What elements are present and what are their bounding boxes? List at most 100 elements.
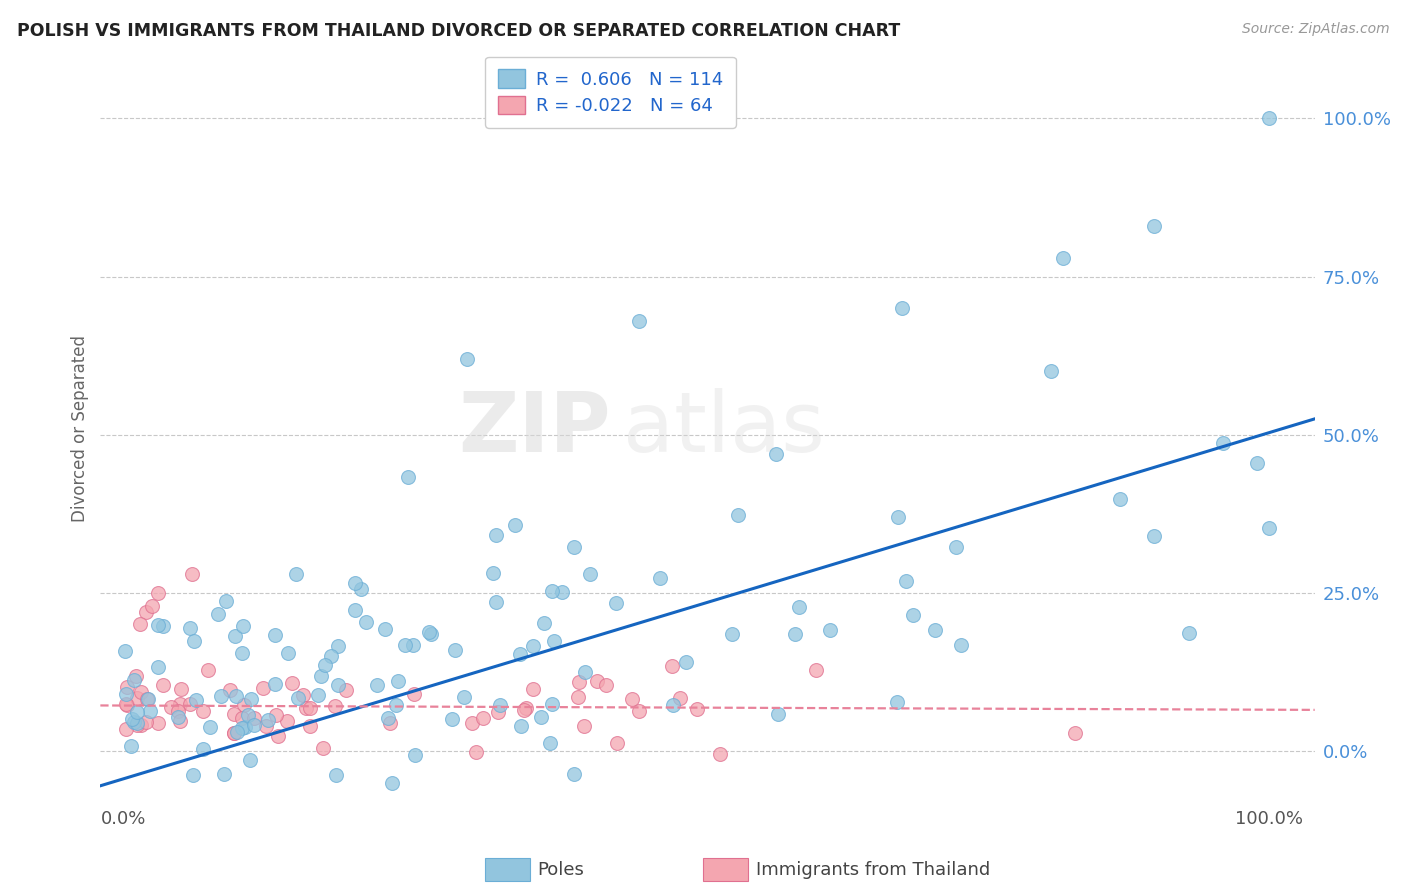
Point bbox=[233, 698, 256, 713]
Point bbox=[325, 768, 347, 782]
Point bbox=[328, 678, 350, 692]
Point bbox=[453, 690, 475, 705]
Point bbox=[472, 711, 495, 725]
Point bbox=[183, 634, 205, 648]
Point bbox=[135, 715, 157, 730]
Point bbox=[1246, 456, 1268, 470]
Point bbox=[225, 689, 247, 703]
Point bbox=[233, 720, 256, 734]
Point bbox=[141, 599, 163, 613]
Point bbox=[267, 729, 290, 743]
Point bbox=[264, 708, 287, 723]
Point bbox=[114, 723, 136, 737]
Point bbox=[198, 720, 221, 734]
Point bbox=[541, 583, 564, 598]
Point bbox=[179, 621, 201, 635]
Point bbox=[627, 704, 650, 718]
Point bbox=[949, 638, 972, 652]
Point bbox=[298, 719, 321, 733]
Point bbox=[129, 617, 152, 632]
Text: ZIP: ZIP bbox=[458, 388, 610, 469]
Point bbox=[146, 586, 169, 600]
Point bbox=[125, 705, 148, 719]
Point bbox=[226, 724, 249, 739]
Point bbox=[167, 704, 190, 718]
Point bbox=[482, 566, 505, 580]
Point bbox=[138, 691, 160, 706]
Point bbox=[239, 753, 262, 767]
Point bbox=[538, 736, 561, 750]
Point bbox=[169, 714, 191, 729]
Point bbox=[115, 698, 138, 713]
Point bbox=[139, 704, 162, 718]
Point bbox=[721, 627, 744, 641]
Point bbox=[125, 669, 148, 683]
Point bbox=[903, 607, 925, 622]
Point bbox=[513, 703, 536, 717]
Point bbox=[114, 697, 136, 711]
Point bbox=[662, 698, 685, 712]
Point bbox=[541, 697, 564, 711]
Point bbox=[219, 683, 242, 698]
Point bbox=[515, 701, 537, 715]
Point bbox=[121, 712, 143, 726]
Point bbox=[291, 688, 314, 702]
Point bbox=[1040, 364, 1063, 378]
Point bbox=[129, 717, 152, 731]
Point bbox=[344, 575, 367, 590]
Point bbox=[125, 716, 148, 731]
Point bbox=[945, 541, 967, 555]
Point bbox=[224, 629, 246, 643]
Point bbox=[209, 690, 232, 704]
Point bbox=[169, 698, 191, 712]
Point bbox=[311, 668, 333, 682]
Point bbox=[179, 697, 201, 711]
Point bbox=[605, 596, 627, 610]
Point bbox=[354, 615, 377, 629]
Point bbox=[328, 820, 350, 834]
Point bbox=[1177, 626, 1199, 640]
Point bbox=[243, 718, 266, 732]
Point bbox=[543, 633, 565, 648]
Point bbox=[321, 649, 343, 664]
Point bbox=[146, 660, 169, 674]
Point bbox=[574, 718, 596, 732]
Point bbox=[191, 742, 214, 756]
Text: POLISH VS IMMIGRANTS FROM THAILAND DIVORCED OR SEPARATED CORRELATION CHART: POLISH VS IMMIGRANTS FROM THAILAND DIVOR… bbox=[17, 22, 900, 40]
Text: Poles: Poles bbox=[537, 861, 583, 879]
Point bbox=[285, 567, 308, 582]
Y-axis label: Divorced or Separated: Divorced or Separated bbox=[72, 334, 89, 522]
Point bbox=[263, 677, 285, 691]
Point bbox=[398, 470, 420, 484]
Point bbox=[627, 314, 650, 328]
Point bbox=[894, 574, 917, 588]
Point bbox=[385, 698, 408, 712]
Point bbox=[252, 681, 274, 696]
Point bbox=[159, 700, 181, 714]
Point bbox=[314, 657, 336, 672]
Point bbox=[295, 701, 318, 715]
Point bbox=[551, 585, 574, 599]
Point bbox=[886, 509, 908, 524]
Point bbox=[169, 681, 191, 696]
Point bbox=[405, 747, 427, 762]
Point bbox=[131, 684, 153, 698]
Text: atlas: atlas bbox=[623, 388, 824, 469]
Point bbox=[489, 698, 512, 712]
Text: Source: ZipAtlas.com: Source: ZipAtlas.com bbox=[1241, 22, 1389, 37]
Point bbox=[567, 690, 589, 704]
Point bbox=[224, 726, 246, 740]
Point bbox=[120, 739, 142, 754]
Point bbox=[461, 715, 484, 730]
Point bbox=[440, 712, 463, 726]
Point bbox=[350, 582, 373, 597]
Point bbox=[818, 623, 841, 637]
Legend: R =  0.606   N = 114, R = -0.022   N = 64: R = 0.606 N = 114, R = -0.022 N = 64 bbox=[485, 57, 735, 128]
Point bbox=[443, 642, 465, 657]
Point bbox=[263, 628, 285, 642]
Point bbox=[1257, 112, 1279, 126]
Point bbox=[224, 725, 246, 739]
Point bbox=[152, 677, 174, 691]
Point bbox=[243, 711, 266, 725]
Point bbox=[1143, 529, 1166, 543]
